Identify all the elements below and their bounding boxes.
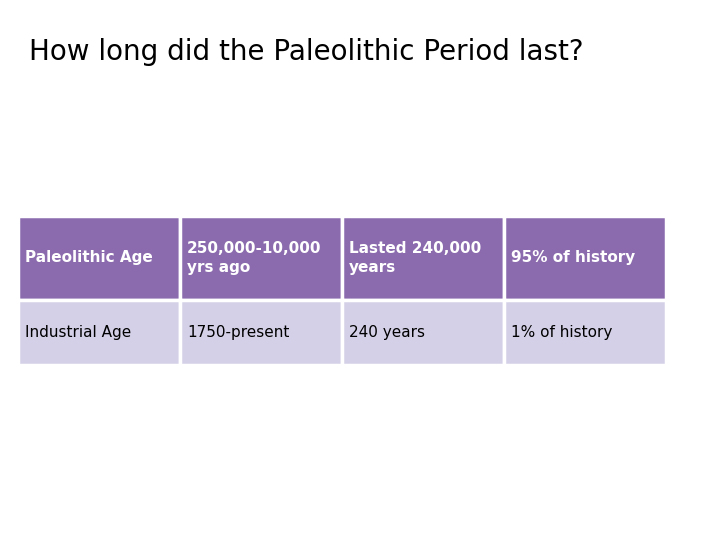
Text: 95% of history: 95% of history — [511, 251, 636, 265]
Text: How long did the Paleolithic Period last?: How long did the Paleolithic Period last… — [29, 38, 583, 66]
Text: Industrial Age: Industrial Age — [25, 325, 132, 340]
Text: 240 years: 240 years — [349, 325, 426, 340]
Text: Paleolithic Age: Paleolithic Age — [25, 251, 153, 265]
Text: 1% of history: 1% of history — [511, 325, 613, 340]
Text: Lasted 240,000
years: Lasted 240,000 years — [349, 241, 482, 275]
Text: 250,000-10,000
yrs ago: 250,000-10,000 yrs ago — [187, 241, 322, 275]
Text: 1750-present: 1750-present — [187, 325, 289, 340]
